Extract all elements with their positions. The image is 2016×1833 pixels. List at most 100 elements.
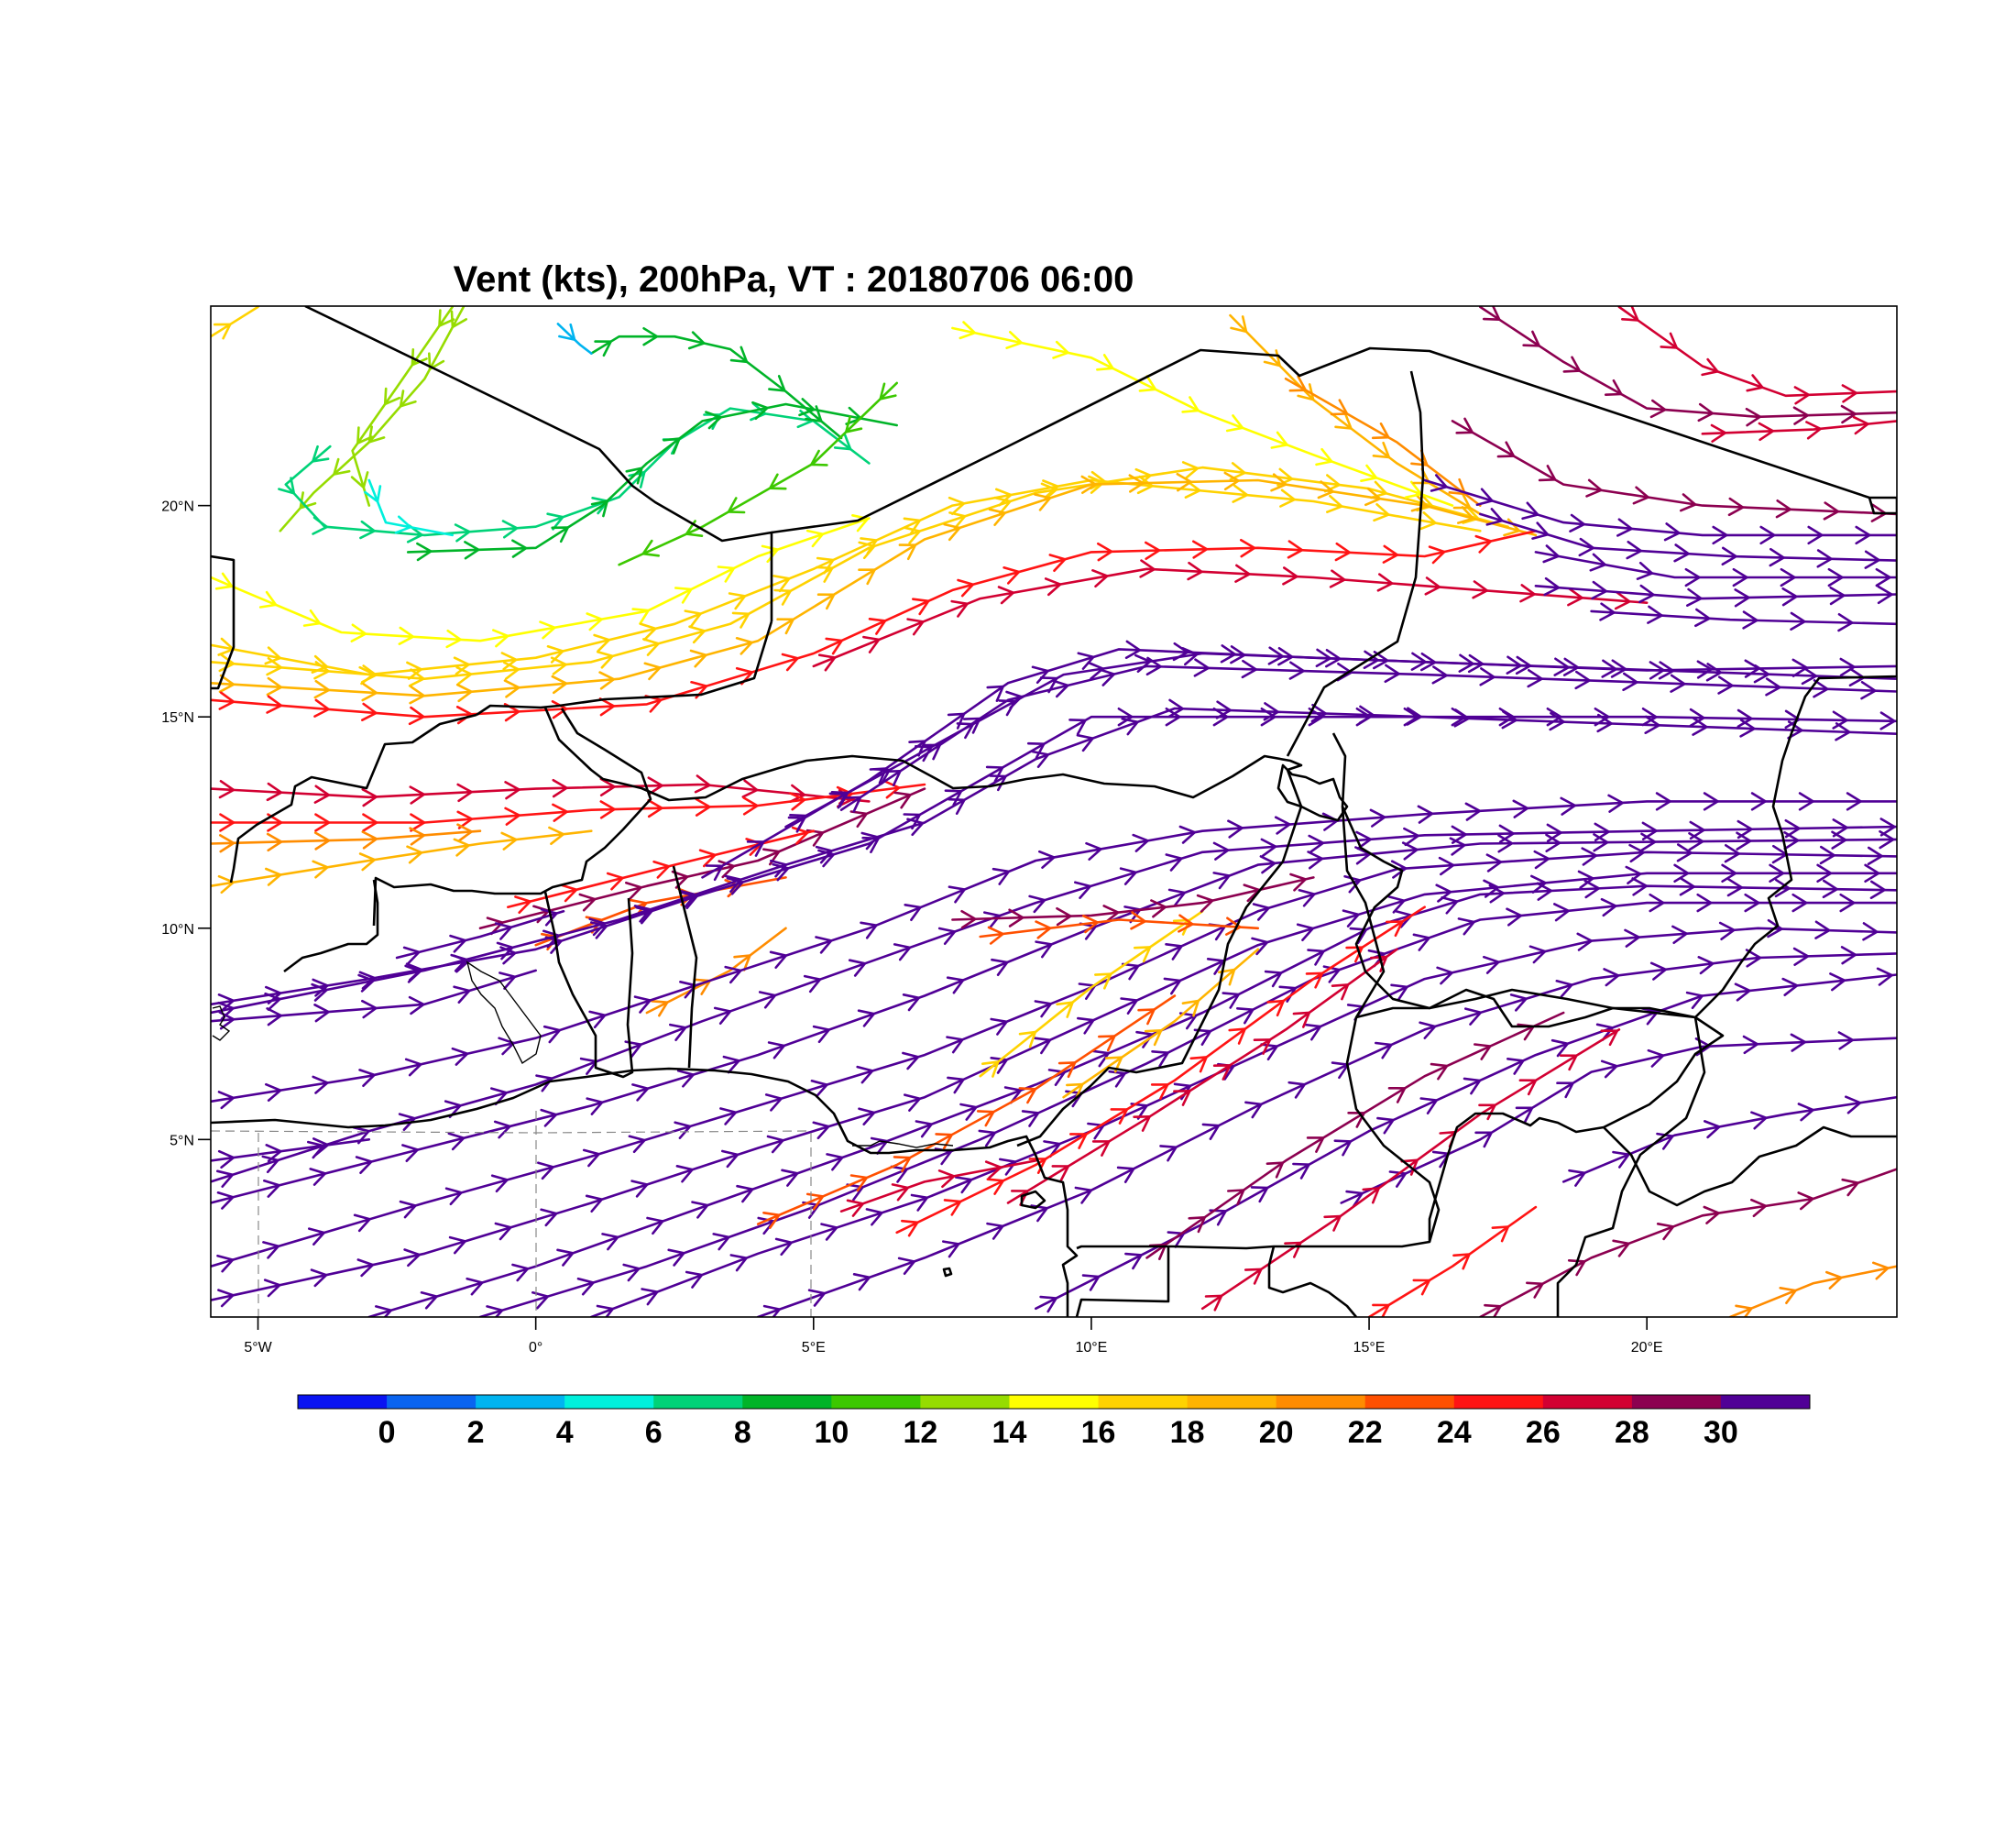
colorbar-swatch-0 <box>298 1395 388 1409</box>
streamline-23 <box>1479 512 1897 562</box>
colorbar-swatch-12 <box>1364 1395 1455 1409</box>
streamline-arrows-36 <box>217 698 1851 1020</box>
streamline-54 <box>1479 1168 1897 1317</box>
coast-sao-tome <box>942 1267 953 1278</box>
streamline-arrows-32 <box>514 826 809 914</box>
streamline-45 <box>211 872 1897 1301</box>
dashed-gridline-5n <box>211 1130 812 1134</box>
streamline-28 <box>211 783 926 824</box>
streamline-2 <box>284 407 871 537</box>
streamline-30 <box>211 829 593 887</box>
streamline-arrows-8 <box>214 514 870 649</box>
streamline-arrows-57 <box>901 920 1404 1237</box>
streamline-7 <box>618 381 898 566</box>
streamline-52 <box>1561 1095 1897 1183</box>
colorbar-label: 4 <box>556 1415 574 1450</box>
streamline-36 <box>211 707 1897 1015</box>
streamline-61 <box>979 910 1204 1078</box>
streamline-arrows-23 <box>1485 508 1880 569</box>
streamline-9 <box>211 478 1482 676</box>
streamline-arrows-67 <box>402 908 558 965</box>
streamline-57 <box>895 906 1426 1235</box>
y-tick-label: 5°N <box>170 1133 194 1148</box>
border-niger-nigeria <box>543 707 1303 802</box>
colorbar-swatch-10 <box>1187 1395 1277 1409</box>
colorbar-swatch-7 <box>920 1395 1010 1409</box>
streamline-11 <box>211 478 1538 697</box>
colorbar-swatch-4 <box>653 1395 743 1409</box>
streamline-60 <box>1062 948 1260 1099</box>
streamline-4 <box>406 402 898 554</box>
colorbar-label: 24 <box>1437 1415 1472 1450</box>
border-car-southeast <box>1603 1125 1897 1207</box>
streamline-56 <box>1200 1028 1621 1311</box>
streamline-6 <box>556 323 593 355</box>
colorbar-swatch-11 <box>1276 1395 1366 1409</box>
streamline-arrows-49 <box>762 946 1857 1317</box>
x-tick-label: 5°E <box>802 1340 826 1356</box>
map-area <box>211 306 1897 1317</box>
colorbar-label: 18 <box>1170 1415 1205 1450</box>
streamline-3 <box>367 478 454 537</box>
y-tick-label: 20°N <box>161 499 194 515</box>
streamline-arrows-29 <box>219 823 473 853</box>
streamline-12 <box>211 306 259 338</box>
streamline-53 <box>1145 1011 1565 1259</box>
colorbar-label: 20 <box>1259 1415 1294 1450</box>
streamline-arrows-19 <box>1621 306 1857 405</box>
streamline-17 <box>812 567 1649 668</box>
colorbar-swatch-15 <box>1631 1395 1722 1409</box>
colorbar-label: 12 <box>903 1415 937 1450</box>
streamline-48 <box>590 927 1897 1317</box>
streamlines-layer <box>211 306 1897 1317</box>
streamline-41 <box>211 800 1897 1103</box>
streamline-arrows-53 <box>1148 1023 1535 1260</box>
colorbar-swatch-13 <box>1453 1395 1544 1409</box>
coast-west-lagoons <box>212 1005 231 1041</box>
colorbar-label: 2 <box>467 1415 485 1450</box>
colorbar-swatch-16 <box>1720 1395 1811 1409</box>
border-chad-car <box>1331 732 1696 1019</box>
streamline-arrows-17 <box>817 559 1631 672</box>
streamline-arrows-65 <box>987 911 1242 945</box>
streamline-18 <box>1479 306 1897 419</box>
streamline-59 <box>756 994 1177 1225</box>
colorbar-label: 16 <box>1081 1415 1116 1450</box>
streamline-46 <box>367 884 1897 1317</box>
streamline-13 <box>951 326 1454 507</box>
streamline-21 <box>1451 420 1897 516</box>
country-borders <box>211 306 1897 1317</box>
streamline-arrows-21 <box>1455 417 1887 522</box>
streamline-arrows-16 <box>218 534 1493 726</box>
axis-ticks: 5°W 0° 5°E 10°E 15°E 20°E 5°N 10°N 15°N 20°N <box>161 499 1662 1356</box>
streamline-16 <box>211 530 1538 719</box>
streamline-arrows-14 <box>1230 315 1472 510</box>
streamline-arrows-18 <box>1482 306 1857 427</box>
streamline-26 <box>1590 609 1897 626</box>
border-niger-algeria-libya <box>771 346 1897 534</box>
streamline-arrows-44 <box>216 843 1883 1273</box>
streamline-49 <box>756 952 1897 1317</box>
streamline-66 <box>211 1138 371 1162</box>
colorbar-swatch-14 <box>1542 1395 1633 1409</box>
streamline-24 <box>1534 551 1897 579</box>
streamline-arrows-54 <box>1484 1178 1859 1317</box>
streamline-arrows-55 <box>1011 955 1388 1206</box>
streamline-25 <box>1534 585 1897 600</box>
colorbar-label: 22 <box>1348 1415 1383 1450</box>
colorbar-label: 6 <box>645 1415 663 1450</box>
coast-bioko <box>1020 1190 1046 1210</box>
coast-niger-delta-lakes <box>852 1140 954 1148</box>
border-ghana-togo-benin <box>543 891 634 1079</box>
border-ennedi <box>1868 497 1897 515</box>
lake-chad <box>1276 763 1349 822</box>
streamline-arrows-48 <box>596 918 1879 1317</box>
streamline-arrows-4 <box>416 398 862 562</box>
x-tick-label: 20°E <box>1631 1340 1663 1356</box>
streamline-arrows-63 <box>846 1160 1003 1217</box>
border-algeria-mali <box>304 306 773 621</box>
border-car-drc <box>1355 988 1725 1242</box>
streamline-55 <box>1006 948 1398 1204</box>
colorbar-outline <box>297 1394 1811 1410</box>
streamline-40 <box>839 664 1897 811</box>
